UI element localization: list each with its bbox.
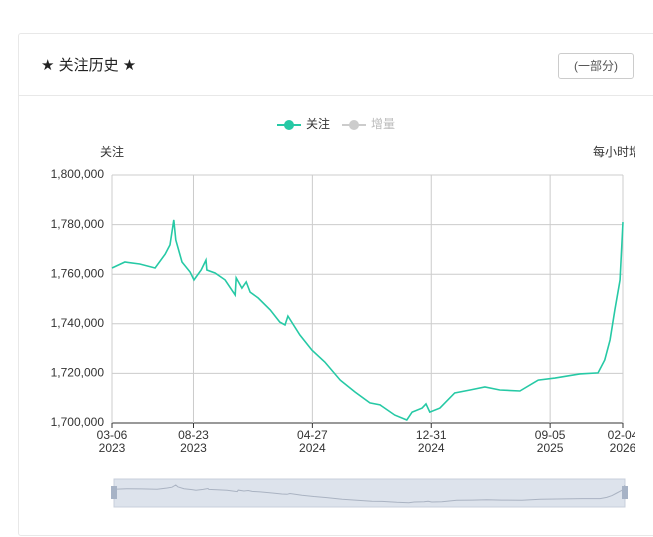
x-tick-label: 02-04 [608,428,639,442]
legend-label: 关注 [306,116,330,131]
x-tick-label: 03-06 [97,428,128,442]
slider-line [113,484,626,504]
slider-handle[interactable] [622,486,628,499]
legend-label: 增量 [371,117,395,131]
slider-handle[interactable] [111,486,117,499]
x-tick-label: 04-27 [297,428,328,442]
x-tick-label: 08-23 [178,428,209,442]
legend-marker [349,120,359,130]
y-tick-label: 1,780,000 [51,217,105,231]
x-tick-year: 2024 [299,441,326,455]
legend-marker [284,120,294,130]
x-tick-year: 2024 [418,441,445,455]
x-tick-year: 2023 [99,441,126,455]
x-tick-year: 2025 [537,441,564,455]
panel-header: ★ 关注历史 ★ (一部分) [19,34,653,96]
range-button[interactable]: (一部分) [558,53,634,79]
y-tick-label: 1,740,000 [51,316,105,330]
x-tick-label: 12-31 [416,428,447,442]
y-axis-label: 关注 [100,144,124,159]
x-tick-year: 2023 [180,441,207,455]
series-line [111,219,624,421]
y-tick-label: 1,700,000 [51,415,105,429]
panel: ★ 关注历史 ★ (一部分) [18,33,653,536]
y-tick-label: 1,800,000 [51,167,105,181]
x-tick-label: 09-05 [535,428,566,442]
x-tick-year: 2026 [610,441,637,455]
slider-bg [113,478,626,508]
y2-axis-label: 每小时增量 [593,144,653,159]
panel-title: ★ 关注历史 ★ [41,57,137,74]
y-tick-label: 1,760,000 [51,266,105,280]
y-tick-label: 1,720,000 [51,366,105,380]
